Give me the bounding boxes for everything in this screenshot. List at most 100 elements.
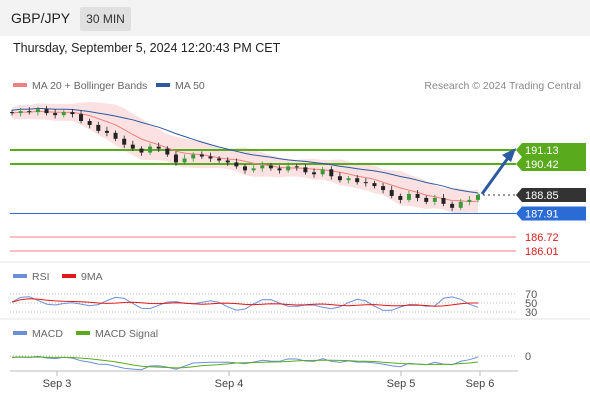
legend-macd-signal: MACD Signal — [76, 328, 158, 340]
legend-swatch-ma50 — [156, 83, 170, 88]
rsi-level-label: 30 — [525, 307, 537, 319]
macd-panel: 0 — [10, 351, 531, 371]
candle-body — [329, 169, 334, 177]
candle-body — [104, 130, 109, 133]
legend-swatch-rsi — [13, 274, 27, 279]
last-price-label: 188.85 — [525, 190, 559, 202]
candle-body — [122, 138, 127, 145]
candle-body — [294, 166, 299, 168]
candle-body — [10, 112, 14, 114]
legend-ma50-label: MA 50 — [175, 80, 205, 92]
last-price-tag — [516, 187, 586, 202]
candle-body — [415, 193, 420, 198]
candle-body — [225, 160, 230, 163]
candle-body — [208, 156, 213, 159]
candle-body — [148, 146, 153, 153]
credit-text: Research © 2024 Trading Central — [424, 80, 581, 92]
legend-rsi-ma: 9MA — [62, 271, 103, 283]
top-bar: GBP/JPY 30 MIN — [0, 0, 590, 36]
legend-ma50: MA 50 — [156, 80, 205, 92]
symbol-title: GBP/JPY — [11, 10, 71, 26]
candle-body — [130, 144, 135, 149]
ma50-line — [11, 107, 479, 194]
candle-body — [27, 111, 32, 113]
level-tags: 191.13 190.42 188.85 187.91 186.72 186.01 — [516, 143, 586, 258]
candle-body — [424, 197, 429, 202]
support-2-label: 186.01 — [525, 246, 559, 258]
rsi-ma-line — [11, 298, 478, 307]
resistance-1-label: 190.42 — [525, 159, 559, 171]
legend-rsi-ma-label: 9MA — [81, 271, 103, 283]
candle-body — [467, 199, 472, 202]
x-tick-label: Sep 4 — [215, 378, 244, 390]
candle-body — [337, 176, 342, 181]
rsi-line — [11, 296, 479, 311]
forecast-arrow-head — [502, 148, 516, 162]
x-tick-label: Sep 6 — [466, 378, 495, 390]
chart-datetime: Thursday, September 5, 2024 12:20:43 PM … — [13, 41, 281, 55]
candle-body — [96, 124, 101, 131]
timeframe-button[interactable]: 30 MIN — [80, 7, 131, 31]
bollinger-band — [12, 101, 478, 214]
candle-body — [312, 172, 317, 175]
candle-body — [191, 154, 196, 159]
candle-body — [156, 146, 161, 149]
candle-body — [286, 166, 291, 171]
candle-body — [441, 197, 446, 204]
legend-macd-label: MACD — [32, 328, 63, 340]
candle-body — [44, 109, 49, 114]
candles — [10, 106, 480, 212]
legend-macd-signal-label: MACD Signal — [95, 328, 159, 340]
candle-body — [303, 167, 308, 173]
candle-body — [476, 194, 480, 200]
candle-body — [173, 154, 178, 163]
candle-body — [182, 158, 187, 163]
resistance-2-label: 191.13 — [525, 145, 559, 157]
legend-swatch-macd-signal — [76, 331, 90, 336]
candle-body — [363, 182, 368, 184]
macd-zero-label: 0 — [525, 351, 531, 363]
resistance-2-tag — [516, 143, 586, 157]
rsi-level-label: 50 — [525, 298, 537, 310]
x-tick-label: Sep 5 — [387, 378, 416, 390]
candle-body — [432, 197, 437, 202]
legend-rsi: RSI — [13, 271, 50, 283]
support-1-label: 186.72 — [525, 232, 559, 244]
x-tick-label: Sep 3 — [43, 378, 72, 390]
legend-macd: MACD — [13, 328, 63, 340]
candle-body — [251, 168, 256, 171]
candle-body — [234, 162, 239, 167]
candle-body — [79, 114, 84, 122]
candle-body — [346, 178, 351, 181]
resistance-1-tag — [516, 157, 586, 172]
candle-body — [165, 148, 170, 155]
candle-body — [139, 148, 144, 153]
candle-body — [243, 166, 247, 171]
legend-bb-label: MA 20 + Bollinger Bands — [32, 80, 148, 92]
macd-signal-line — [11, 356, 479, 369]
candle-body — [199, 154, 204, 157]
candle-body — [389, 190, 394, 196]
candle-body — [70, 112, 75, 115]
legend-swatch-macd — [13, 331, 27, 336]
candle-body — [381, 186, 386, 191]
forecast-arrow — [480, 148, 516, 195]
candle-body — [113, 132, 118, 139]
candle-body — [260, 165, 265, 169]
moving-averages — [11, 107, 479, 203]
x-axis-ticks: Sep 3 Sep 4 Sep 5 Sep 6 — [43, 371, 495, 390]
candle-body — [53, 113, 58, 116]
rsi-level-label: 70 — [525, 289, 537, 301]
legend-swatch-rsi-ma — [62, 274, 76, 279]
candle-body — [61, 112, 66, 116]
candle-body — [450, 203, 455, 208]
candle-body — [87, 121, 92, 125]
candle-body — [372, 183, 377, 187]
candle-body — [277, 168, 282, 171]
legend-bb: MA 20 + Bollinger Bands — [13, 80, 147, 92]
candle-body — [268, 165, 273, 169]
candle-body — [355, 178, 360, 183]
candle-body — [406, 193, 411, 200]
